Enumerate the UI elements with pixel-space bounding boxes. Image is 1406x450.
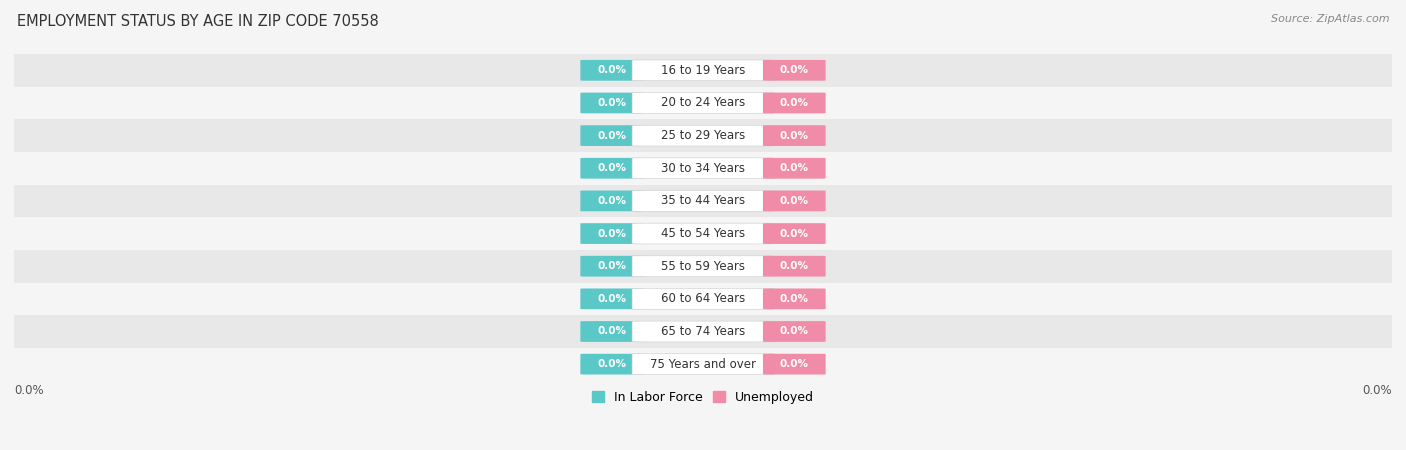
FancyBboxPatch shape bbox=[763, 190, 825, 212]
FancyBboxPatch shape bbox=[581, 321, 643, 342]
Text: 20 to 24 Years: 20 to 24 Years bbox=[661, 96, 745, 109]
Text: 0.0%: 0.0% bbox=[1362, 384, 1392, 397]
Bar bbox=[14, 250, 1392, 283]
FancyBboxPatch shape bbox=[581, 60, 643, 81]
FancyBboxPatch shape bbox=[581, 125, 643, 146]
Text: 65 to 74 Years: 65 to 74 Years bbox=[661, 325, 745, 338]
Text: Source: ZipAtlas.com: Source: ZipAtlas.com bbox=[1271, 14, 1389, 23]
Text: 30 to 34 Years: 30 to 34 Years bbox=[661, 162, 745, 175]
Text: 0.0%: 0.0% bbox=[780, 130, 808, 140]
Bar bbox=[14, 283, 1392, 315]
Text: 60 to 64 Years: 60 to 64 Years bbox=[661, 292, 745, 306]
FancyBboxPatch shape bbox=[763, 60, 825, 81]
Text: 0.0%: 0.0% bbox=[780, 196, 808, 206]
FancyBboxPatch shape bbox=[633, 321, 773, 342]
FancyBboxPatch shape bbox=[633, 125, 773, 146]
FancyBboxPatch shape bbox=[633, 354, 773, 374]
Bar bbox=[14, 54, 1392, 87]
FancyBboxPatch shape bbox=[633, 190, 773, 212]
FancyBboxPatch shape bbox=[763, 256, 825, 277]
Bar bbox=[14, 119, 1392, 152]
FancyBboxPatch shape bbox=[763, 158, 825, 179]
Text: 0.0%: 0.0% bbox=[780, 261, 808, 271]
FancyBboxPatch shape bbox=[763, 125, 825, 146]
Text: 55 to 59 Years: 55 to 59 Years bbox=[661, 260, 745, 273]
Legend: In Labor Force, Unemployed: In Labor Force, Unemployed bbox=[588, 387, 818, 407]
Bar bbox=[14, 87, 1392, 119]
Text: 25 to 29 Years: 25 to 29 Years bbox=[661, 129, 745, 142]
FancyBboxPatch shape bbox=[581, 354, 643, 374]
FancyBboxPatch shape bbox=[581, 190, 643, 212]
Bar bbox=[14, 348, 1392, 380]
Text: EMPLOYMENT STATUS BY AGE IN ZIP CODE 70558: EMPLOYMENT STATUS BY AGE IN ZIP CODE 705… bbox=[17, 14, 378, 28]
Bar bbox=[14, 217, 1392, 250]
Bar bbox=[14, 184, 1392, 217]
Bar bbox=[14, 152, 1392, 184]
FancyBboxPatch shape bbox=[581, 256, 643, 277]
Text: 0.0%: 0.0% bbox=[598, 294, 626, 304]
FancyBboxPatch shape bbox=[633, 93, 773, 113]
FancyBboxPatch shape bbox=[763, 288, 825, 309]
Text: 16 to 19 Years: 16 to 19 Years bbox=[661, 64, 745, 77]
Text: 0.0%: 0.0% bbox=[598, 130, 626, 140]
Text: 0.0%: 0.0% bbox=[14, 384, 44, 397]
Text: 0.0%: 0.0% bbox=[598, 163, 626, 173]
FancyBboxPatch shape bbox=[633, 256, 773, 277]
FancyBboxPatch shape bbox=[763, 93, 825, 113]
Text: 0.0%: 0.0% bbox=[780, 163, 808, 173]
FancyBboxPatch shape bbox=[633, 60, 773, 81]
FancyBboxPatch shape bbox=[581, 93, 643, 113]
FancyBboxPatch shape bbox=[581, 223, 643, 244]
Text: 0.0%: 0.0% bbox=[780, 359, 808, 369]
Text: 0.0%: 0.0% bbox=[598, 359, 626, 369]
Text: 35 to 44 Years: 35 to 44 Years bbox=[661, 194, 745, 207]
Text: 0.0%: 0.0% bbox=[780, 65, 808, 75]
Text: 0.0%: 0.0% bbox=[598, 229, 626, 238]
Text: 0.0%: 0.0% bbox=[780, 327, 808, 337]
FancyBboxPatch shape bbox=[633, 223, 773, 244]
Text: 0.0%: 0.0% bbox=[780, 98, 808, 108]
FancyBboxPatch shape bbox=[581, 158, 643, 179]
FancyBboxPatch shape bbox=[633, 158, 773, 179]
Text: 0.0%: 0.0% bbox=[780, 229, 808, 238]
FancyBboxPatch shape bbox=[763, 354, 825, 374]
Text: 0.0%: 0.0% bbox=[598, 327, 626, 337]
FancyBboxPatch shape bbox=[763, 321, 825, 342]
FancyBboxPatch shape bbox=[581, 288, 643, 309]
FancyBboxPatch shape bbox=[763, 223, 825, 244]
Text: 75 Years and over: 75 Years and over bbox=[650, 358, 756, 371]
Text: 0.0%: 0.0% bbox=[598, 261, 626, 271]
Text: 0.0%: 0.0% bbox=[598, 98, 626, 108]
Text: 0.0%: 0.0% bbox=[598, 65, 626, 75]
Text: 45 to 54 Years: 45 to 54 Years bbox=[661, 227, 745, 240]
Bar bbox=[14, 315, 1392, 348]
Text: 0.0%: 0.0% bbox=[780, 294, 808, 304]
FancyBboxPatch shape bbox=[633, 288, 773, 309]
Text: 0.0%: 0.0% bbox=[598, 196, 626, 206]
